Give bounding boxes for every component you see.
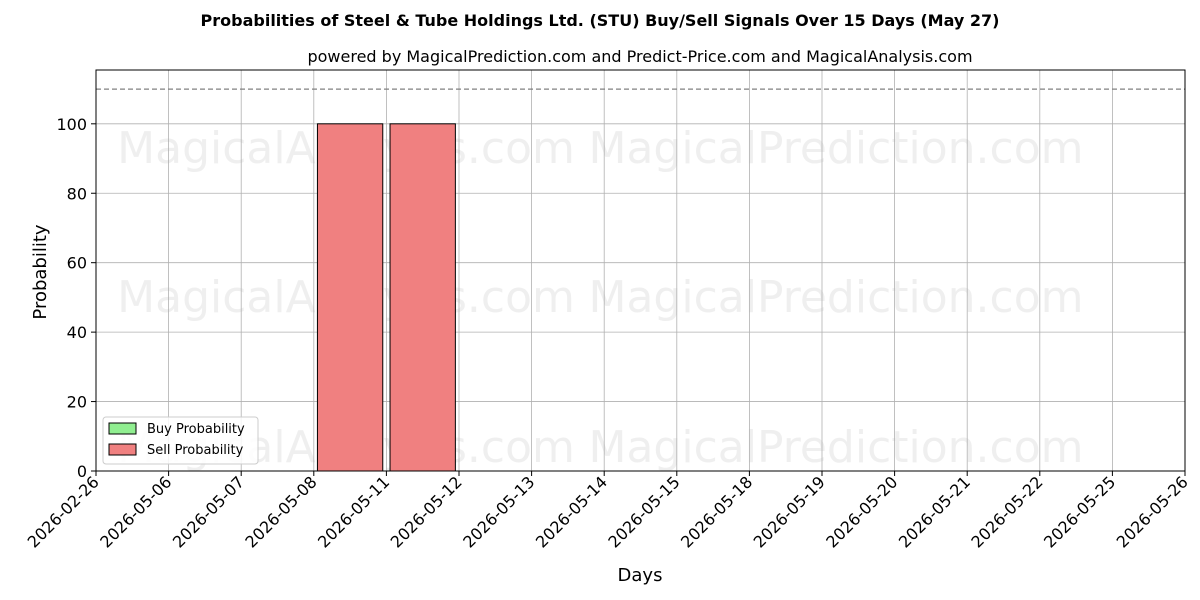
plot-frame [95,69,1186,472]
x-tick-label: 2026-05-25 [1040,472,1119,551]
y-tick-label: 60 [67,254,87,273]
sell-probability-bar [316,123,384,472]
x-tick-label: 2026-05-07 [169,472,248,551]
x-tick-label: 2026-02-26 [24,472,103,551]
sell-probability-bar [389,123,456,472]
y-tick-label: 80 [67,184,87,203]
chart-title: Probabilities of Steel & Tube Holdings L… [201,11,1000,30]
legend-swatch [108,422,137,435]
x-tick-label: 2026-05-22 [967,472,1046,551]
x-tick-label: 2026-05-12 [387,472,466,551]
y-tick-label: 40 [67,323,87,342]
x-tick-label: 2026-05-26 [1113,472,1192,551]
x-tick-label: 2026-05-19 [750,472,829,551]
y-axis-ticks: 0 20 40 60 80 100 [56,115,96,481]
x-tick-label: 2026-05-20 [822,472,901,551]
chart-subtitle: powered by MagicalPrediction.com and Pre… [307,47,972,66]
y-tick-label: 0 [77,462,87,481]
watermark-text: MagicalPrediction.com [589,123,1084,174]
legend-label: Sell Probability [147,443,244,458]
bars [316,123,456,472]
watermarks: MagicalAnalysis.comMagicalPrediction.com… [117,123,1083,473]
legend-swatch [108,443,137,456]
x-tick-label: 2026-05-06 [96,472,175,551]
y-axis-label: Probability [30,224,51,319]
x-axis-label: Days [618,565,663,586]
x-tick-label: 2026-05-11 [314,472,393,551]
y-tick-label: 100 [56,115,87,134]
x-tick-label: 2026-05-13 [459,472,538,551]
legend-label: Buy Probability [147,422,245,437]
x-axis-ticks: 2026-02-262026-05-062026-05-072026-05-08… [24,471,1192,552]
legend: Buy Probability Sell Probability [102,416,259,465]
legend-box [102,416,259,465]
x-tick-label: 2026-05-18 [677,472,756,551]
x-tick-label: 2026-05-15 [604,472,683,551]
x-tick-label: 2026-05-08 [241,472,320,551]
x-tick-label: 2026-05-21 [895,472,974,551]
y-tick-label: 20 [67,393,87,412]
watermark-text: MagicalPrediction.com [589,422,1084,473]
x-tick-label: 2026-05-14 [532,472,611,551]
watermark-text: MagicalPrediction.com [589,272,1084,323]
